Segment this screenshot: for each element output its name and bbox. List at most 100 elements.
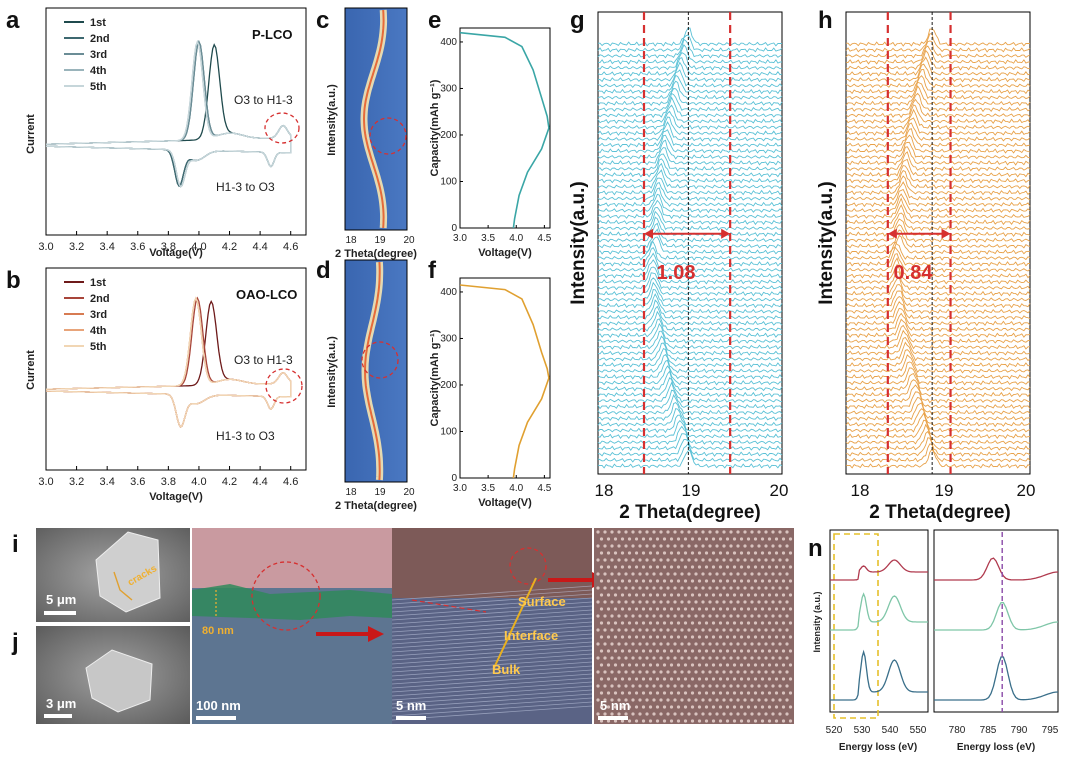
atomic-column — [739, 649, 744, 653]
atomic-column — [753, 705, 758, 709]
atomic-column — [673, 600, 677, 604]
atomic-column — [767, 607, 772, 611]
g-xrd-pattern — [597, 116, 783, 136]
atomic-column — [648, 691, 653, 695]
atomic-column — [617, 698, 621, 702]
h-xrd-pattern — [845, 246, 1030, 267]
g-xrd-pattern — [597, 241, 783, 261]
atomic-column — [676, 621, 681, 625]
panel-j-sem-image: 3 μm — [36, 626, 190, 724]
atomic-column — [788, 579, 793, 583]
panel-n-highlight-box — [833, 533, 879, 719]
atomic-column — [701, 544, 705, 548]
atomic-column — [711, 565, 716, 569]
g-xrd-pattern — [597, 222, 783, 243]
atomic-column — [708, 600, 712, 604]
atomic-column — [666, 586, 670, 590]
a-xtick-label: 3.8 — [161, 241, 176, 253]
atomic-column — [694, 670, 698, 674]
g-xrd-pattern — [597, 61, 783, 83]
h-xrd-pattern — [845, 197, 1031, 220]
atomic-column — [610, 572, 614, 576]
atomic-column — [715, 628, 719, 632]
atomic-column — [778, 670, 782, 674]
atomic-column — [746, 537, 751, 541]
atomic-column — [613, 551, 618, 555]
panel-f-ticks: 3.0 3.5 4.0 4.5 0 100 200 300 400 — [440, 287, 551, 494]
panel-l-pointer-arrow — [493, 577, 537, 669]
atomic-column — [729, 600, 733, 604]
atomic-column — [662, 719, 667, 723]
panel-f-frame — [459, 277, 551, 479]
atomic-column — [662, 663, 667, 667]
atomic-column — [666, 698, 670, 702]
atomic-column — [722, 670, 726, 674]
atomic-column — [620, 565, 625, 569]
panel-c-xtick-19: 19 — [374, 235, 386, 246]
atomic-column — [750, 712, 754, 716]
a-xtick-label: 4.0 — [191, 241, 206, 253]
atomic-column — [788, 635, 793, 639]
h-xrd-pattern — [845, 193, 1031, 214]
panel-e-curve — [459, 31, 550, 229]
atomic-column — [767, 593, 772, 597]
atomic-column — [659, 544, 663, 548]
panel-n-curves — [830, 532, 1059, 712]
atomic-column — [739, 663, 744, 667]
atomic-column — [746, 635, 751, 639]
atomic-column — [760, 607, 765, 611]
panel-h-shift-label: 0.84 — [894, 262, 934, 284]
atomic-column — [732, 565, 737, 569]
atomic-column — [722, 572, 726, 576]
g-xrd-pattern — [597, 38, 783, 59]
atomic-column — [666, 684, 670, 688]
atomic-column — [638, 558, 642, 562]
atomic-column — [774, 649, 779, 653]
a-legend-label: 1st — [90, 17, 106, 29]
atomic-column — [634, 663, 639, 667]
atomic-column — [613, 635, 618, 639]
panel-i-scale-label: 5 μm — [46, 592, 76, 607]
atomic-column — [729, 628, 733, 632]
panel-i-particle — [95, 531, 161, 613]
atomic-column — [722, 586, 726, 590]
atomic-column — [627, 537, 632, 541]
atomic-column — [750, 614, 754, 618]
lattice-fringe — [391, 697, 593, 713]
atomic-column — [781, 621, 786, 625]
atomic-column — [708, 586, 712, 590]
atomic-column — [767, 565, 772, 569]
a-xtick-label: 4.6 — [283, 241, 298, 253]
atomic-column — [599, 719, 604, 723]
atomic-column — [687, 572, 691, 576]
atomic-column — [722, 642, 726, 646]
atomic-column — [757, 656, 761, 660]
atomic-column — [680, 628, 684, 632]
atomic-column — [774, 537, 779, 541]
atomic-column — [715, 656, 719, 660]
g-xrd-pattern — [597, 34, 783, 53]
panel-m-background — [594, 528, 794, 724]
atomic-column — [662, 565, 667, 569]
atomic-column — [631, 670, 635, 674]
atomic-column — [736, 544, 740, 548]
h-xrd-pattern — [845, 84, 1031, 107]
g-xrd-pattern — [597, 252, 783, 273]
panel-k-coating-layer — [192, 584, 392, 620]
atomic-column — [680, 558, 684, 562]
atomic-column — [715, 712, 719, 716]
atomic-column — [638, 712, 642, 716]
atomic-column — [718, 635, 723, 639]
atomic-column — [620, 649, 625, 653]
panel-l-highlight-circle — [509, 547, 547, 585]
h-xrd-pattern — [845, 224, 1031, 243]
panel-b-annotation-ox: O3 to H1-3 — [234, 353, 293, 367]
atomic-column — [767, 719, 772, 723]
atomic-column — [690, 551, 695, 555]
atomic-column — [627, 621, 632, 625]
atomic-column — [631, 530, 635, 534]
h-xrd-pattern — [845, 241, 1031, 261]
g-xrd-pattern — [597, 272, 783, 291]
atomic-column — [638, 628, 642, 632]
atomic-column — [645, 712, 649, 716]
